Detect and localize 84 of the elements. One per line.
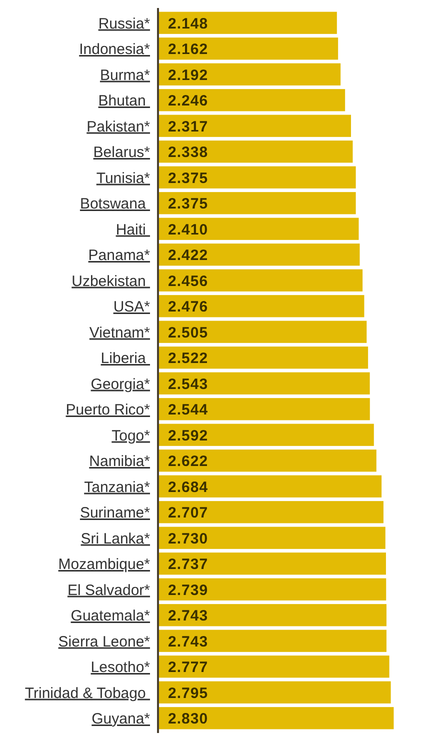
y-tick-label: Botswana: [80, 196, 150, 213]
bar: [158, 166, 356, 188]
data-label: 2.338: [168, 144, 208, 162]
data-label: 2.317: [168, 118, 208, 136]
y-tick-label: Sierra Leone*: [58, 633, 150, 650]
bar: [158, 89, 346, 112]
bar: [158, 604, 386, 626]
bar: [158, 269, 363, 292]
y-tick-label: Namibia*: [89, 453, 150, 470]
data-label: 2.544: [168, 402, 208, 419]
data-label: 2.739: [168, 582, 208, 599]
data-label: 2.375: [168, 196, 208, 213]
y-tick-label: Togo*: [112, 427, 150, 444]
data-label: 2.422: [168, 247, 208, 264]
bar: [158, 501, 384, 524]
y-tick-label: Sri Lanka*: [80, 530, 150, 548]
bar: [158, 218, 359, 240]
data-label: 2.622: [168, 453, 208, 470]
bar: [158, 192, 356, 214]
y-tick-label: Belarus*: [93, 144, 150, 162]
y-tick-label: El Salvador*: [67, 582, 150, 599]
data-label: 2.795: [168, 684, 208, 702]
y-tick-label: USA*: [113, 298, 150, 316]
y-tick-label: Vietnam*: [89, 324, 150, 342]
bar: [158, 346, 368, 369]
bar: [158, 372, 370, 394]
y-tick-label: Trinidad & Tobago: [24, 684, 150, 702]
data-label: 2.543: [168, 376, 208, 393]
y-tick-label: Guatemala*: [70, 608, 150, 625]
y-tick-label: Burma*: [100, 66, 150, 84]
bar: [158, 244, 360, 266]
bar: [158, 114, 351, 137]
bar: [158, 140, 353, 163]
y-tick-label: Puerto Rico*: [66, 402, 150, 419]
bar: [158, 526, 386, 549]
data-label: 2.707: [168, 504, 208, 522]
bar: [158, 475, 382, 498]
y-tick-label: Guyana*: [92, 710, 150, 728]
data-label: 2.737: [168, 556, 208, 574]
y-tick-label: Uzbekistan: [72, 272, 150, 290]
data-label: 2.830: [168, 710, 208, 728]
y-tick-label: Lesotho*: [90, 659, 150, 676]
data-label: 2.456: [168, 272, 208, 290]
data-label: 2.410: [168, 221, 208, 238]
data-label: 2.743: [168, 633, 208, 650]
data-label: 2.246: [168, 92, 208, 110]
data-label: 2.375: [168, 170, 208, 187]
y-tick-label: Liberia: [100, 350, 150, 368]
data-label: 2.684: [168, 478, 208, 496]
bar: [158, 681, 391, 704]
y-tick-label: Bhutan: [98, 92, 150, 110]
bar: [158, 12, 337, 34]
y-tick-label: Suriname*: [80, 504, 150, 522]
y-tick-label: Mozambique*: [58, 556, 150, 574]
data-label: 2.592: [168, 427, 208, 444]
bar: [158, 63, 341, 86]
data-label: 2.192: [168, 66, 208, 84]
data-label: 2.476: [168, 298, 208, 316]
data-label: 2.505: [168, 324, 208, 342]
y-tick-label: Panama*: [88, 247, 150, 264]
data-label: 2.522: [168, 350, 208, 368]
y-tick-label: Haiti: [116, 221, 150, 238]
bar: [158, 424, 374, 446]
bar: [158, 450, 376, 472]
data-label: 2.162: [168, 41, 208, 58]
bar: [158, 320, 367, 343]
bar: [158, 630, 386, 652]
y-tick-label: Tunisia*: [96, 170, 150, 187]
y-tick-label: Pakistan*: [86, 118, 150, 136]
bar: [158, 707, 394, 730]
y-tick-label: Georgia*: [90, 376, 150, 393]
y-tick-label: Tanzania*: [84, 478, 150, 496]
bar: [158, 578, 386, 600]
data-label: 2.777: [168, 659, 208, 676]
y-tick-label: Russia*: [98, 15, 150, 32]
bar: [158, 656, 390, 678]
bar: [158, 552, 386, 575]
data-label: 2.730: [168, 530, 208, 548]
bar: [158, 38, 338, 60]
bar: [158, 295, 364, 318]
bar: [158, 398, 370, 420]
y-tick-label: Indonesia*: [79, 41, 150, 58]
data-label: 2.148: [168, 15, 208, 32]
data-label: 2.743: [168, 608, 208, 625]
